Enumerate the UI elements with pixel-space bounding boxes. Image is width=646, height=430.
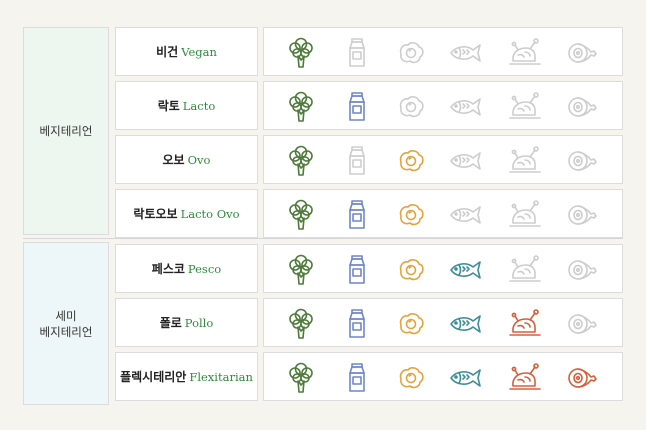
fish-icon (448, 144, 482, 178)
fried-egg-icon (394, 198, 428, 232)
diet-name: 플렉시테리안 Flexitarian (115, 352, 258, 401)
broccoli-icon (284, 36, 318, 70)
roast-chicken-icon (508, 90, 542, 124)
food-icons (263, 81, 623, 130)
diet-name-korean: 락토 (157, 99, 180, 113)
roast-chicken-icon (508, 36, 542, 70)
diet-name-english: Pollo (184, 315, 214, 330)
roast-chicken-icon (508, 198, 542, 232)
diet-row-ovo: 오보 Ovo (115, 135, 623, 184)
diet-row-lacto-ovo: 락토오보 Lacto Ovo (115, 189, 623, 238)
diet-name-korean: 비건 (156, 45, 179, 59)
diet-name-english: Flexitarian (189, 369, 253, 384)
milk-carton-icon (340, 90, 374, 124)
diet-name-korean: 락토오보 (133, 207, 178, 221)
milk-carton-icon (340, 361, 374, 395)
fried-egg-icon (394, 307, 428, 341)
food-icons (263, 135, 623, 184)
diet-row-pollo: 폴로 Pollo (115, 298, 623, 347)
group-divider (23, 238, 623, 239)
milk-carton-icon (340, 198, 374, 232)
ham-icon (564, 253, 598, 287)
group-label-vegetarian: 베지테리언 (23, 27, 109, 235)
roast-chicken-icon (508, 307, 542, 341)
food-icons (263, 27, 623, 76)
fried-egg-icon (394, 253, 428, 287)
fish-icon (448, 307, 482, 341)
roast-chicken-icon (508, 253, 542, 287)
food-icons (263, 298, 623, 347)
diet-name-english: Ovo (187, 152, 211, 167)
diet-row-vegan: 비건 Vegan (115, 27, 623, 76)
diet-row-pesco: 페스코 Pesco (115, 244, 623, 293)
ham-icon (564, 361, 598, 395)
ham-icon (564, 144, 598, 178)
food-icons (263, 244, 623, 293)
diet-name-english: Lacto Ovo (180, 206, 240, 221)
group-label-semi-vegetarian: 세미 베지테리언 (23, 242, 109, 405)
diet-name: 비건 Vegan (115, 27, 258, 76)
fried-egg-icon (394, 361, 428, 395)
broccoli-icon (284, 253, 318, 287)
fish-icon (448, 253, 482, 287)
diet-name-english: Vegan (181, 44, 217, 59)
fish-icon (448, 198, 482, 232)
ham-icon (564, 90, 598, 124)
broccoli-icon (284, 144, 318, 178)
fried-egg-icon (394, 144, 428, 178)
roast-chicken-icon (508, 361, 542, 395)
roast-chicken-icon (508, 144, 542, 178)
fish-icon (448, 90, 482, 124)
diet-name: 페스코 Pesco (115, 244, 258, 293)
diet-name: 오보 Ovo (115, 135, 258, 184)
diet-name: 락토오보 Lacto Ovo (115, 189, 258, 238)
broccoli-icon (284, 198, 318, 232)
ham-icon (564, 198, 598, 232)
food-icons (263, 352, 623, 401)
diet-row-flexitarian: 플렉시테리안 Flexitarian (115, 352, 623, 401)
milk-carton-icon (340, 144, 374, 178)
milk-carton-icon (340, 253, 374, 287)
fish-icon (448, 361, 482, 395)
diet-name-english: Lacto (182, 98, 216, 113)
milk-carton-icon (340, 36, 374, 70)
fried-egg-icon (394, 36, 428, 70)
diet-name: 락토 Lacto (115, 81, 258, 130)
diet-row-lacto: 락토 Lacto (115, 81, 623, 130)
broccoli-icon (284, 307, 318, 341)
diet-name: 폴로 Pollo (115, 298, 258, 347)
fish-icon (448, 36, 482, 70)
food-icons (263, 189, 623, 238)
diet-name-korean: 페스코 (151, 262, 185, 276)
diet-name-korean: 오보 (162, 153, 185, 167)
ham-icon (564, 36, 598, 70)
diet-name-english: Pesco (187, 261, 222, 276)
diet-name-korean: 플렉시테리안 (120, 370, 187, 384)
broccoli-icon (284, 361, 318, 395)
milk-carton-icon (340, 307, 374, 341)
fried-egg-icon (394, 90, 428, 124)
broccoli-icon (284, 90, 318, 124)
diet-name-korean: 폴로 (159, 316, 182, 330)
ham-icon (564, 307, 598, 341)
